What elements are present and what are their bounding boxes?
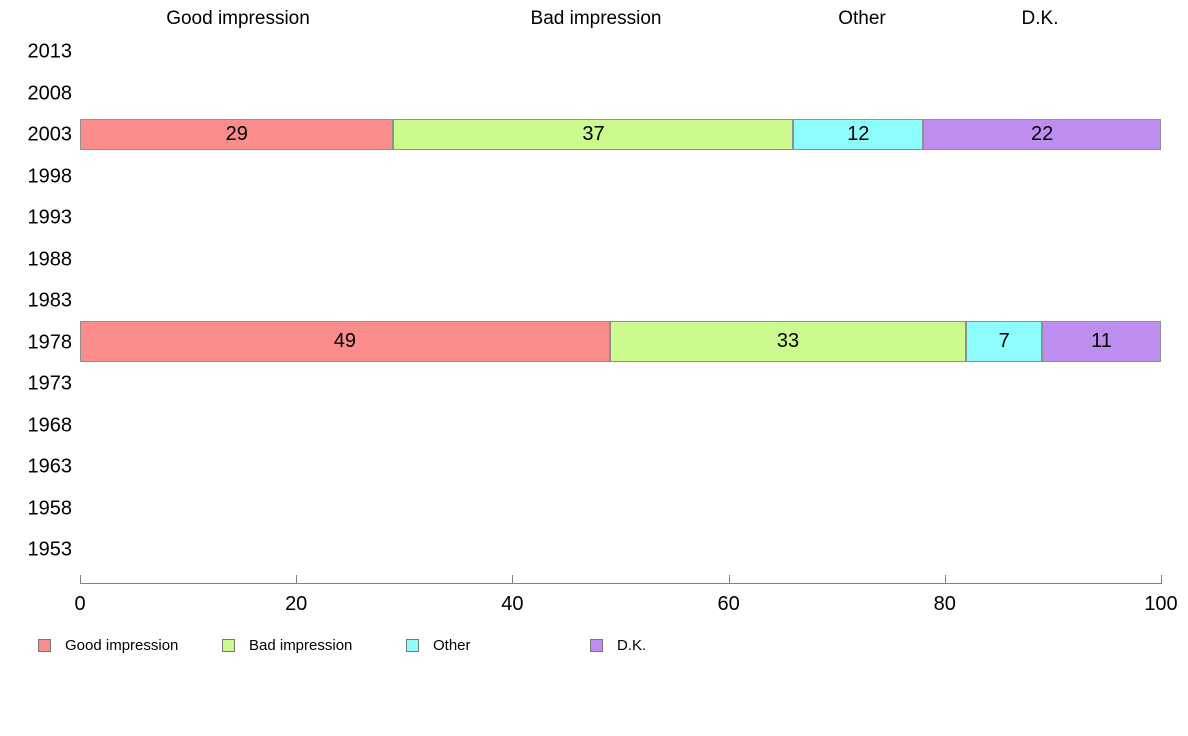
x-axis-tick-label-100: 100 [1144,593,1178,615]
y-axis-label-1983: 1983 [27,289,73,312]
x-axis-tick-20 [296,575,298,583]
x-axis-tick-0 [80,575,81,583]
y-axis-label-1973: 1973 [27,372,73,395]
bar-value-label: 22 [1030,123,1054,145]
bar-segment-1978-good-impression: 49 [80,321,610,362]
bar-segment-1978-bad-impression: 33 [609,321,967,362]
column-header-2: Bad impression [530,8,662,29]
y-axis-label-1988: 1988 [27,248,73,270]
bar-segment-2003-d-k-: 22 [923,119,1161,150]
x-axis-tick-60 [728,575,730,583]
bar-segment-2003-bad-impression: 37 [393,119,794,150]
y-axis-label-1953: 1953 [27,538,73,561]
legend-swatch-good-impression [38,639,51,652]
y-axis-label-1958: 1958 [27,497,73,519]
bar-segment-1978-other: 7 [966,321,1043,362]
legend-label-bad-impression: Bad impression [249,637,353,654]
legend-swatch-other [406,639,419,652]
bar-segment-1978-d-k-: 11 [1042,321,1161,362]
x-axis-tick-80 [944,575,946,583]
legend-label-d-k-: D.K. [617,637,647,654]
bar-value-label: 29 [225,123,248,145]
y-axis-label-1978: 1978 [27,331,73,353]
y-axis-label-2013: 2013 [27,40,73,63]
x-axis-tick-label-60: 60 [717,593,740,615]
y-axis-label-1968: 1968 [27,414,73,436]
legend-label-good-impression: Good impression [65,637,179,654]
y-axis-label-1963: 1963 [27,455,73,478]
x-axis-tick-40 [512,575,514,583]
x-axis-tick-label-40: 40 [501,593,524,615]
legend-swatch-d-k- [590,639,603,652]
column-header-4: D.K. [1021,8,1059,29]
column-header-3: Other [838,8,886,29]
bar-value-label: 7 [998,330,1010,352]
legend-swatch-bad-impression [222,639,235,652]
bar-segment-2003-other: 12 [793,119,924,150]
y-axis-label-1993: 1993 [27,206,73,229]
x-axis-tick-label-80: 80 [933,593,956,615]
legend-label-other: Other [433,637,471,654]
bar-value-label: 12 [847,123,870,145]
y-axis-label-2003: 2003 [27,123,73,146]
x-axis-tick-label-0: 0 [74,593,86,615]
x-axis-line [80,583,1162,584]
bar-segment-2003-good-impression: 29 [80,119,394,150]
bar-value-label: 49 [333,330,356,352]
y-axis-label-2008: 2008 [27,82,73,104]
bar-value-label: 37 [582,123,605,145]
bar-value-label: 11 [1091,330,1112,352]
x-axis-tick-label-20: 20 [285,593,308,615]
column-header-1: Good impression [166,8,310,29]
y-axis-label-1998: 1998 [27,165,73,187]
bar-value-label: 33 [776,330,800,352]
x-axis-tick-100 [1161,575,1162,583]
